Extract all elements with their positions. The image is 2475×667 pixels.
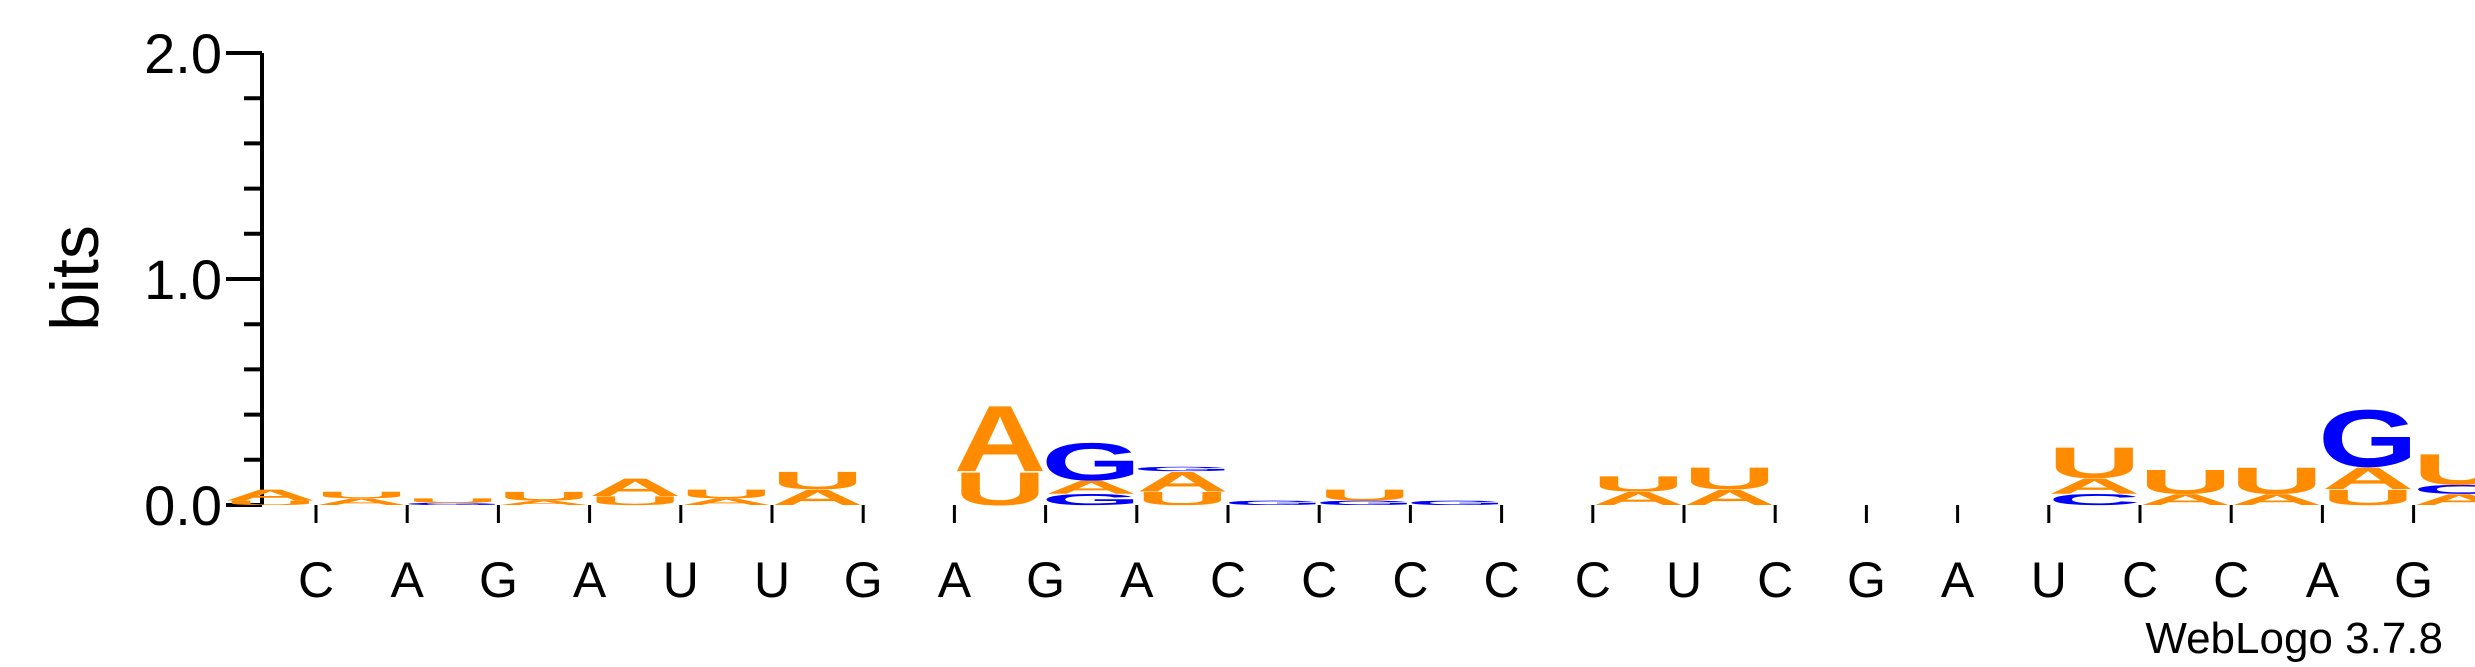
x-tick-label: C <box>2122 552 2158 608</box>
weblogo-credit: WebLogo 3.7.8 <box>2145 614 2443 663</box>
logo-glyph-U: U <box>1683 461 1776 496</box>
logo-glyph-U: U <box>2048 438 2141 487</box>
x-tick-label: A <box>573 552 607 608</box>
x-tick-label: C <box>2213 552 2249 608</box>
logo-glyph-A: A <box>2413 491 2475 509</box>
logo-glyph-U: U <box>771 466 864 494</box>
logo-glyph-G: G <box>1041 491 1141 509</box>
logo-glyph-A: A <box>771 485 864 510</box>
logo-glyph-A: A <box>2139 491 2232 509</box>
x-tick-label: G <box>844 552 883 608</box>
logo-glyph-A: A <box>315 497 408 507</box>
logo-glyph-A: A <box>680 497 773 507</box>
logo-glyph-U: U <box>1136 488 1229 509</box>
logo-glyph-A: A <box>224 486 317 504</box>
x-tick-label: G <box>1026 552 1065 608</box>
logo-glyph-A: A <box>2048 474 2141 499</box>
y-tick-label: 0.0 <box>144 474 222 537</box>
x-tick-label: U <box>1666 552 1702 608</box>
logo-glyph-A: A <box>589 473 682 501</box>
logo-glyph-U: U <box>954 463 1047 516</box>
logo-glyph-G: G <box>1406 499 1506 506</box>
x-tick-label: U <box>663 552 699 608</box>
logo-glyph-U: U <box>589 494 682 508</box>
x-tick-label: C <box>1575 552 1611 608</box>
logo-glyph-G: G <box>2318 393 2418 484</box>
logo-glyph-G: G <box>1224 499 1324 506</box>
logo-glyph-A: A <box>498 499 591 506</box>
logo-glyph-G: G <box>1132 466 1232 473</box>
y-tick-label: 2.0 <box>144 22 222 85</box>
x-tick-label: A <box>391 552 425 608</box>
logo-glyph-A: A <box>1592 488 1685 509</box>
x-tick-label: G <box>1847 552 1886 608</box>
x-tick-label: A <box>938 552 972 608</box>
x-tick-label: G <box>479 552 518 608</box>
x-tick-label: A <box>1120 552 1154 608</box>
y-axis-label: bits <box>37 225 113 331</box>
x-tick-label: C <box>1484 552 1520 608</box>
logo-glyph-G: G <box>403 502 503 505</box>
y-tick-label: 1.0 <box>144 248 222 311</box>
logo-glyph-U: U <box>1318 486 1411 504</box>
logo-glyph-U: U <box>498 489 591 503</box>
logo-glyph-U: U <box>1592 472 1685 497</box>
logo-glyph-U: U <box>2322 485 2415 510</box>
logo-glyph-U: U <box>406 497 499 504</box>
logo-glyph-A: A <box>1136 466 1229 498</box>
logo-glyph-G: G <box>1315 499 1415 506</box>
logo-glyph-C: C <box>2048 491 2141 509</box>
x-tick-label: C <box>298 552 334 608</box>
logo-glyph-U: U <box>680 487 773 501</box>
logo-glyph-U: U <box>315 490 408 500</box>
x-tick-label: C <box>1301 552 1337 608</box>
logo-glyph-A: A <box>1683 485 1776 510</box>
logo-glyph-A: A <box>954 386 1047 491</box>
x-tick-label: U <box>754 552 790 608</box>
x-tick-label: A <box>1941 552 1975 608</box>
logo-glyph-U: U <box>2139 462 2232 501</box>
x-tick-label: C <box>1392 552 1428 608</box>
logo-glyph-U: U <box>224 499 317 506</box>
x-tick-label: A <box>2306 552 2340 608</box>
logo-glyph-C: C <box>2413 482 2475 496</box>
x-tick-label: G <box>2394 552 2433 608</box>
logo-glyph-U: U <box>2413 445 2475 494</box>
logo-glyph-G: G <box>1041 432 1141 492</box>
x-tick-label: U <box>2031 552 2067 608</box>
x-tick-label: C <box>1210 552 1246 608</box>
x-tick-label: C <box>1757 552 1793 608</box>
logo-glyph-A: A <box>1045 477 1138 498</box>
logo-glyph-U: U <box>2230 460 2323 502</box>
logo-glyph-A: A <box>2230 491 2323 509</box>
logo-glyph-A: A <box>2322 461 2415 496</box>
